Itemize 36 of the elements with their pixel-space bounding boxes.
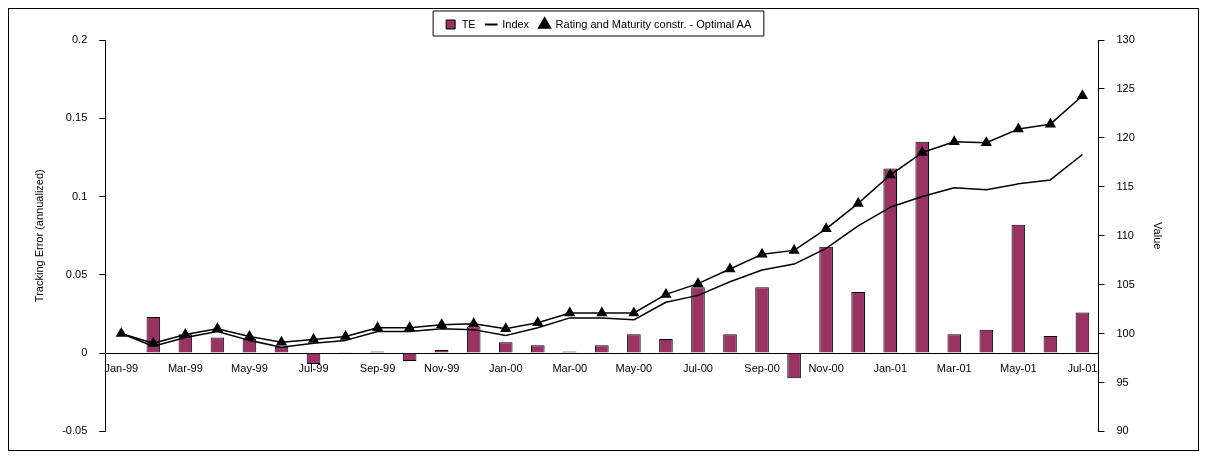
x-tick-label: Mar-01 <box>936 361 972 374</box>
x-tick-label: Jul-99 <box>298 361 329 374</box>
x-tick-label: May-00 <box>615 361 653 374</box>
y2-tick-label: 120 <box>1116 130 1135 143</box>
y-axis-title: Tracking Error (annualized) <box>32 169 45 303</box>
legend-label: Rating and Maturity constr. - Optimal AA <box>555 17 752 30</box>
y-tick-label: 0 <box>81 346 88 359</box>
y2-tick-label: 125 <box>1116 81 1135 94</box>
y-tick-label: 0.15 <box>65 111 88 124</box>
x-tick-label: Nov-99 <box>423 361 460 374</box>
x-tick-label: Nov-00 <box>808 361 844 374</box>
y2-tick-label: 100 <box>1116 326 1135 339</box>
x-tick-label: Sep-00 <box>744 361 780 374</box>
y-tick-label: 0.05 <box>65 267 88 280</box>
x-tick-label: Jul-00 <box>682 361 713 374</box>
x-tick-label: Jan-01 <box>873 361 908 374</box>
x-tick-label: Mar-00 <box>552 361 588 374</box>
y-tick-label: -0.05 <box>62 424 88 437</box>
x-tick-label: Jan-00 <box>488 361 523 374</box>
y-tick-label: 0.1 <box>71 189 88 202</box>
y2-tick-label: 95 <box>1116 375 1129 388</box>
x-tick-label: Sep-99 <box>359 361 396 374</box>
y2-tick-label: 90 <box>1116 424 1129 437</box>
y2-tick-label: 115 <box>1116 179 1134 192</box>
y2-tick-label: 130 <box>1116 33 1135 46</box>
y-tick-label: 0.2 <box>71 33 88 46</box>
legend-label: Index <box>502 17 530 30</box>
x-tick-label: Jan-99 <box>104 361 139 374</box>
x-tick-label: Jul-01 <box>1067 361 1098 374</box>
x-tick-label: May-99 <box>231 361 268 374</box>
y2-tick-label: 105 <box>1116 277 1135 290</box>
x-tick-label: May-01 <box>1000 361 1037 374</box>
y2-axis-title: Value <box>1152 222 1165 250</box>
legend-label: TE <box>461 17 476 30</box>
x-tick-label: Mar-99 <box>167 361 203 374</box>
y2-tick-label: 110 <box>1116 228 1134 241</box>
